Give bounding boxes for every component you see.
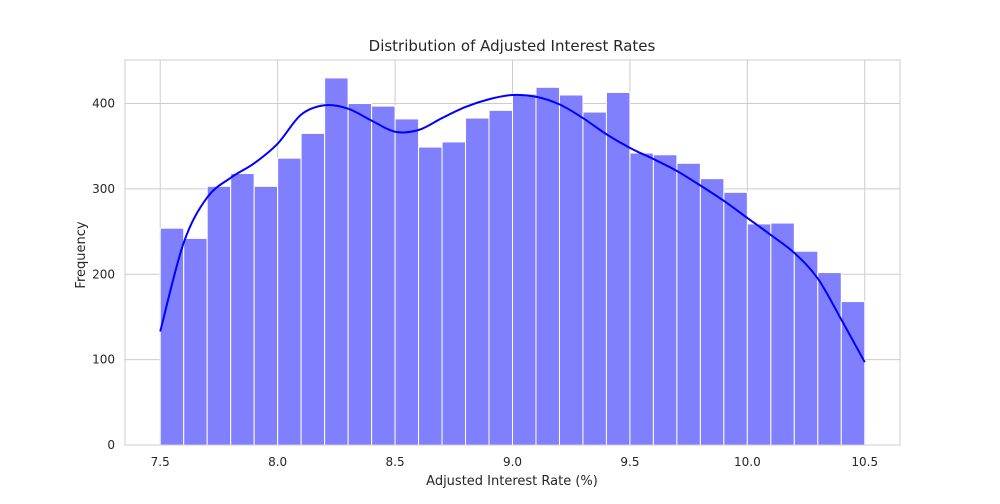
x-tick-label: 9.5 [620, 455, 639, 469]
histogram-bar [465, 117, 490, 446]
histogram-bar [840, 301, 866, 446]
axes-frame [124, 59, 901, 446]
histogram-bar [159, 227, 185, 446]
kde-line-layer [159, 93, 866, 363]
histogram-bar [488, 109, 513, 446]
histogram-bar [347, 103, 373, 446]
tick-label-layer: 7.5 8.0 8.5 9.0 9.5 10.0 10.5 0 100 200 300 400 [92, 97, 878, 469]
histogram-bar [324, 77, 349, 446]
histogram-bar [206, 185, 232, 446]
histogram-bar [512, 93, 537, 446]
histogram-bar [418, 146, 443, 446]
histogram-bar [723, 191, 748, 446]
histogram-bar [183, 237, 208, 446]
histogram-bar [746, 223, 772, 446]
y-tick-label: 300 [92, 182, 115, 196]
histogram-bar [230, 173, 255, 446]
bar-layer [159, 77, 866, 446]
kde-line [159, 93, 866, 363]
histogram-bar [441, 141, 467, 446]
histogram-bar [394, 118, 420, 446]
histogram-bar [676, 162, 701, 446]
histogram-bar [300, 132, 326, 446]
histogram-bar [770, 222, 795, 446]
y-tick-label: 200 [92, 267, 115, 281]
x-tick-label: 9.0 [503, 455, 522, 469]
histogram-bar [558, 94, 584, 446]
histogram-bar [629, 152, 654, 446]
x-tick-label: 8.5 [386, 455, 405, 469]
y-tick-label: 100 [92, 353, 115, 367]
y-tick-label: 400 [92, 97, 115, 111]
histogram-bar [535, 86, 560, 446]
y-tick-label: 0 [107, 438, 115, 452]
y-axis-label: Frequency [74, 221, 89, 288]
histogram-bar [652, 154, 678, 446]
x-tick-label: 10.5 [851, 455, 878, 469]
chart-title: Distribution of Adjusted Interest Rates [369, 37, 656, 55]
histogram-bar [371, 105, 396, 446]
x-tick-label: 8.0 [268, 455, 287, 469]
histogram-bar [699, 178, 725, 446]
histogram-bar [277, 157, 302, 446]
plot-frame [124, 59, 901, 446]
histogram-bar [793, 250, 819, 446]
x-tick-label: 7.5 [151, 455, 170, 469]
histogram-bar [582, 111, 607, 446]
histogram-bar [253, 185, 279, 446]
x-tick-label: 10.0 [734, 455, 761, 469]
x-axis-label: Adjusted Interest Rate (%) [426, 474, 598, 489]
